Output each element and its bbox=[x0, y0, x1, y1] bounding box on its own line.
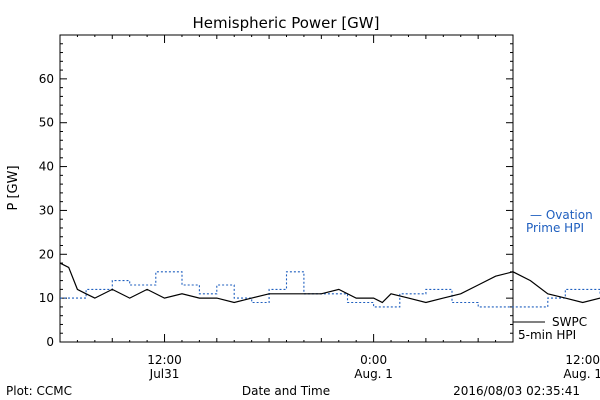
footer-plot-credit: Plot: CCMC bbox=[6, 384, 72, 398]
y-tick-label: 30 bbox=[39, 203, 54, 217]
footer-timestamp: 2016/08/03 02:35:41 bbox=[453, 384, 580, 398]
y-tick-label: 0 bbox=[46, 335, 54, 349]
y-axis-label: P [GW] bbox=[6, 165, 21, 210]
legend-swpc-line1: SWPC bbox=[552, 315, 587, 329]
y-tick-label: 60 bbox=[39, 72, 54, 86]
x-tick-label-time: 0:00 bbox=[360, 353, 387, 367]
y-tick-label: 40 bbox=[39, 160, 54, 174]
y-tick-label: 20 bbox=[39, 247, 54, 261]
legend-ovation-line1: — Ovation bbox=[530, 208, 593, 222]
chart-title: Hemispheric Power [GW] bbox=[193, 14, 380, 32]
plot-frame bbox=[59, 34, 514, 343]
y-tick-label: 10 bbox=[39, 291, 54, 305]
x-tick-label-time: 12:00 bbox=[147, 353, 182, 367]
x-axis-label: Date and Time bbox=[242, 384, 330, 398]
series-line-swpc-hpi bbox=[59, 262, 600, 304]
x-tick-label-date: Aug. 1 bbox=[354, 367, 393, 381]
legend-swpc-line2: 5-min HPI bbox=[518, 328, 576, 342]
series-line-ovation-prime-hpi bbox=[60, 271, 600, 308]
legend-ovation-line2: Prime HPI bbox=[526, 221, 584, 235]
x-tick-label-date: Aug. 1 bbox=[563, 367, 600, 381]
x-tick-label-date: Jul31 bbox=[149, 367, 180, 381]
y-tick-label: 50 bbox=[39, 116, 54, 130]
x-tick-label-time: 12:00 bbox=[565, 353, 600, 367]
